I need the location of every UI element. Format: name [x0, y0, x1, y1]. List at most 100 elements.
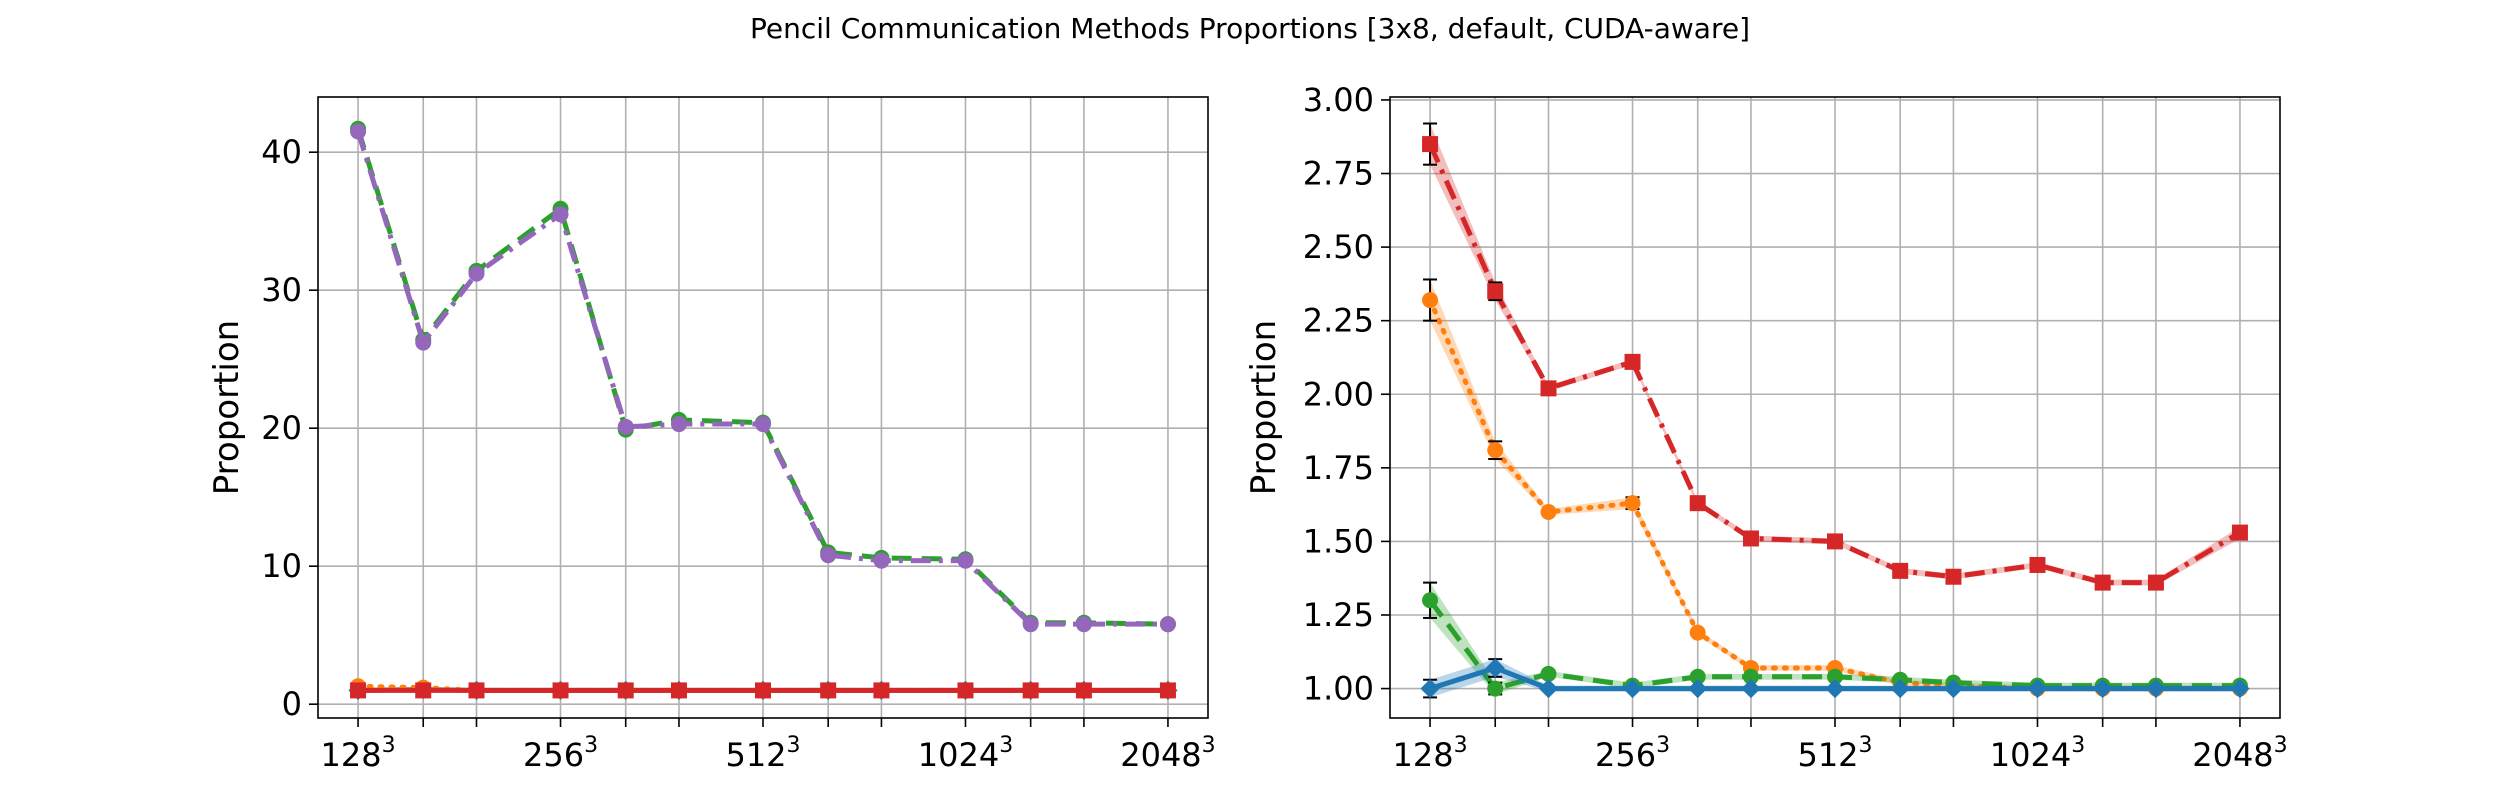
x-tick-label: 1283 [1393, 733, 1468, 774]
data-point [415, 334, 432, 351]
data-point [1688, 678, 1708, 699]
data-point [1689, 624, 1706, 641]
data-point [2029, 556, 2046, 573]
data-point [1075, 682, 1092, 699]
x-tick-label: 10243 [1990, 733, 2085, 774]
data-point [415, 682, 432, 699]
data-point [1689, 495, 1706, 512]
y-tick-label: 0 [282, 685, 302, 723]
series-3 [1420, 658, 2250, 699]
y-tick-label: 1.00 [1303, 670, 1374, 708]
data-point [1540, 503, 1557, 520]
data-point [957, 682, 974, 699]
data-point [1945, 568, 1962, 585]
series-4 [350, 123, 1176, 633]
series-0 [1422, 122, 2248, 591]
data-point [2231, 524, 2248, 541]
y-tick-label: 30 [261, 271, 302, 309]
y-tick-label: 1.75 [1303, 449, 1374, 487]
plot-frame [1389, 96, 2281, 719]
data-point [1022, 616, 1039, 633]
data-point [1742, 668, 1759, 685]
x-tick-label: 5123 [725, 733, 800, 774]
data-point [1487, 680, 1504, 697]
data-point [1827, 668, 1843, 685]
data-point [350, 123, 367, 140]
data-point [1538, 678, 1559, 699]
data-point [2094, 574, 2111, 591]
data-point [1943, 678, 1964, 699]
data-point [1624, 353, 1641, 370]
y-tick-label: 2.00 [1303, 375, 1374, 413]
data-point [552, 206, 569, 223]
data-point [873, 682, 890, 699]
y-tick-label: 1.50 [1303, 522, 1374, 560]
data-point [1624, 495, 1641, 512]
y-tick-label: 3.00 [1303, 81, 1374, 119]
data-point [1540, 380, 1557, 397]
data-point [1741, 678, 1761, 699]
x-tick-label: 10243 [918, 733, 1013, 774]
series-2 [350, 682, 1176, 699]
data-point [552, 682, 569, 699]
grid [1390, 97, 2280, 718]
y-axis-label: Proportion [207, 320, 247, 495]
y-tick-label: 10 [261, 547, 302, 585]
data-point [468, 682, 485, 699]
y-tick-label: 1.25 [1303, 596, 1374, 634]
x-tick-label: 20483 [2192, 733, 2287, 774]
x-tick-label: 5123 [1797, 733, 1872, 774]
y-tick-label: 2.50 [1303, 228, 1374, 266]
data-point [617, 418, 634, 435]
x-tick-label: 2563 [1595, 733, 1670, 774]
grid [318, 97, 1208, 718]
data-point [1892, 562, 1909, 579]
data-point [2147, 574, 2164, 591]
y-tick-label: 2.25 [1303, 302, 1374, 340]
data-point [873, 552, 890, 569]
data-point [1159, 616, 1176, 633]
x-tick-label: 20483 [1120, 733, 1215, 774]
data-point [1485, 658, 1505, 678]
x-tick-label: 1283 [321, 733, 396, 774]
left-chart-panel: 0 10 20 30 40 1283 2563 5123 10243 20483 Proportio… [207, 96, 1216, 774]
data-point [2146, 678, 2166, 699]
y-tick-label: 2.75 [1303, 155, 1374, 193]
y-tick-label: 20 [261, 409, 302, 447]
data-point [2027, 678, 2048, 699]
right-chart-panel: 1.00 1.25 1.50 1.75 2.00 2.25 2.50 2.75 3.00 1283… [1244, 81, 2288, 774]
y-tick-label: 40 [261, 133, 302, 171]
data-point [1159, 682, 1176, 699]
data-point [1487, 442, 1504, 459]
data-point [957, 552, 974, 569]
data-point [755, 416, 771, 433]
data-point [670, 682, 687, 699]
figure-title: Pencil Communication Methods Proportions… [750, 12, 1750, 45]
data-point [1540, 665, 1557, 682]
data-point [1825, 678, 1845, 699]
data-point [1422, 136, 1439, 153]
data-point [1420, 678, 1440, 699]
data-point [2230, 678, 2250, 699]
data-point [1022, 682, 1039, 699]
data-point [468, 265, 485, 282]
data-point [1422, 292, 1439, 309]
data-point [820, 682, 837, 699]
data-point [2093, 678, 2113, 699]
data-point [1827, 533, 1843, 550]
data-point [820, 547, 837, 564]
y-axis-label: Proportion [1244, 320, 1284, 495]
data-point [1622, 678, 1643, 699]
data-point [1487, 283, 1504, 300]
data-point [1075, 616, 1092, 633]
data-point [1890, 678, 1910, 699]
data-point [1742, 530, 1759, 547]
x-tick-label: 2563 [523, 733, 598, 774]
data-point [670, 416, 687, 433]
plot-frame [317, 96, 1209, 719]
data-point [1689, 668, 1706, 685]
data-point [1422, 592, 1439, 609]
data-point [617, 682, 634, 699]
data-point [755, 682, 771, 699]
